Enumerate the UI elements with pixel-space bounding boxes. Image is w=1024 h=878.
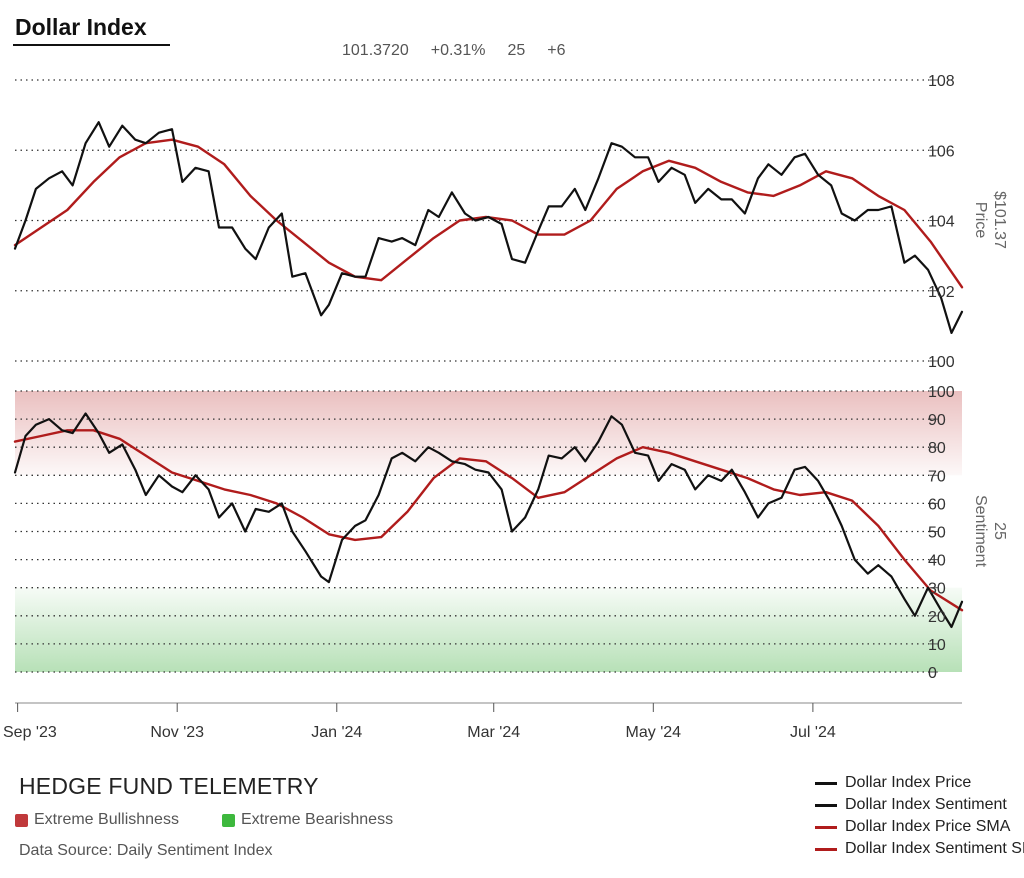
- legend-item[interactable]: Dollar Index Price: [815, 772, 1024, 794]
- price-change: +0.31%: [430, 42, 486, 59]
- sentiment-axis-title: Sentiment: [972, 495, 989, 568]
- y-tick-labels: 100 102 104 106 108 0 10 20 30 40 50 60 70 80 90 100: [928, 73, 955, 682]
- current-price: 101.3720: [342, 42, 409, 59]
- price-tick-label: 104: [928, 214, 955, 231]
- sentiment-change: +6: [547, 42, 566, 59]
- x-axis: Sep '23 Nov '23 Jan '24 Mar '24 May '24 Jul '…: [3, 702, 962, 741]
- x-tick-label: Nov '23: [150, 724, 204, 741]
- legend-item[interactable]: Dollar Index Price SMA: [815, 816, 1024, 838]
- bull-zone-key: Extreme Bullishness: [15, 811, 179, 829]
- legend: Dollar Index Price Dollar Index Sentimen…: [815, 772, 1024, 860]
- sentiment-tick-label: 20: [928, 609, 946, 626]
- header-stats: 101.3720 +0.31% 25 +6: [342, 42, 566, 60]
- sentiment-tick-label: 90: [928, 412, 946, 429]
- legend-label: Dollar Index Sentiment: [845, 796, 1007, 813]
- price-tick-label: 102: [928, 284, 955, 301]
- sentiment-zones: [15, 391, 962, 672]
- legend-line-sentiment: [815, 803, 837, 807]
- bull-zone-label: Extreme Bullishness: [34, 811, 179, 828]
- sentiment-tick-label: 30: [928, 581, 946, 598]
- title-underline: [13, 44, 170, 46]
- brand-name: HEDGE FUND TELEMETRY: [19, 773, 319, 799]
- legend-item[interactable]: Dollar Index Sentiment SMA: [815, 838, 1024, 860]
- price-axis-title: Price: [972, 202, 989, 239]
- x-tick-label: May '24: [626, 724, 682, 741]
- legend-label: Dollar Index Sentiment SMA: [845, 840, 1024, 857]
- legend-line-sentiment-sma: [815, 847, 837, 851]
- x-tick-label: Sep '23: [3, 724, 57, 741]
- page-title: Dollar Index: [15, 14, 147, 40]
- bull-swatch: [15, 813, 28, 827]
- x-tick-label: Mar '24: [467, 724, 520, 741]
- price-sma-line: [13, 138, 964, 289]
- sentiment-tick-label: 60: [928, 496, 946, 513]
- bear-zone-label: Extreme Bearishness: [241, 811, 394, 828]
- series-lines: [13, 121, 964, 629]
- extreme-bullish-zone: [15, 391, 962, 476]
- sentiment-sma-line: [13, 429, 964, 612]
- bear-swatch: [222, 813, 235, 827]
- sentiment-tick-label: 0: [928, 665, 937, 682]
- sentiment-tick-label: 10: [928, 637, 946, 654]
- sentiment-tick-label: 40: [928, 553, 946, 570]
- sentiment-tick-label: 80: [928, 440, 946, 457]
- x-tick-label: Jul '24: [790, 724, 836, 741]
- price-line: [13, 121, 964, 334]
- price-tick-label: 106: [928, 143, 955, 160]
- gridlines: [15, 79, 938, 673]
- legend-label: Dollar Index Price: [845, 774, 972, 791]
- bear-zone-key: Extreme Bearishness: [222, 811, 393, 829]
- legend-line-price: [815, 781, 837, 785]
- price-axis-value: $101.37: [991, 191, 1008, 249]
- sentiment-axis-value: 25: [991, 522, 1008, 540]
- data-source: Data Source: Daily Sentiment Index: [19, 842, 273, 859]
- sentiment-tick-label: 70: [928, 468, 946, 485]
- current-sentiment: 25: [507, 42, 526, 59]
- extreme-bearish-zone: [15, 587, 962, 672]
- dollar-index-chart: 100 102 104 106 108 0 10 20 30 40 50 60 70 80 90 100 Se…: [3, 73, 1008, 741]
- legend-item[interactable]: Dollar Index Sentiment: [815, 794, 1024, 816]
- price-tick-label: 108: [928, 73, 955, 90]
- sentiment-tick-label: 100: [928, 384, 955, 401]
- legend-label: Dollar Index Price SMA: [845, 818, 1011, 835]
- x-tick-label: Jan '24: [311, 724, 362, 741]
- sentiment-tick-label: 50: [928, 525, 946, 542]
- legend-line-price-sma: [815, 825, 837, 829]
- sentiment-line: [13, 412, 964, 629]
- price-tick-label: 100: [928, 354, 955, 371]
